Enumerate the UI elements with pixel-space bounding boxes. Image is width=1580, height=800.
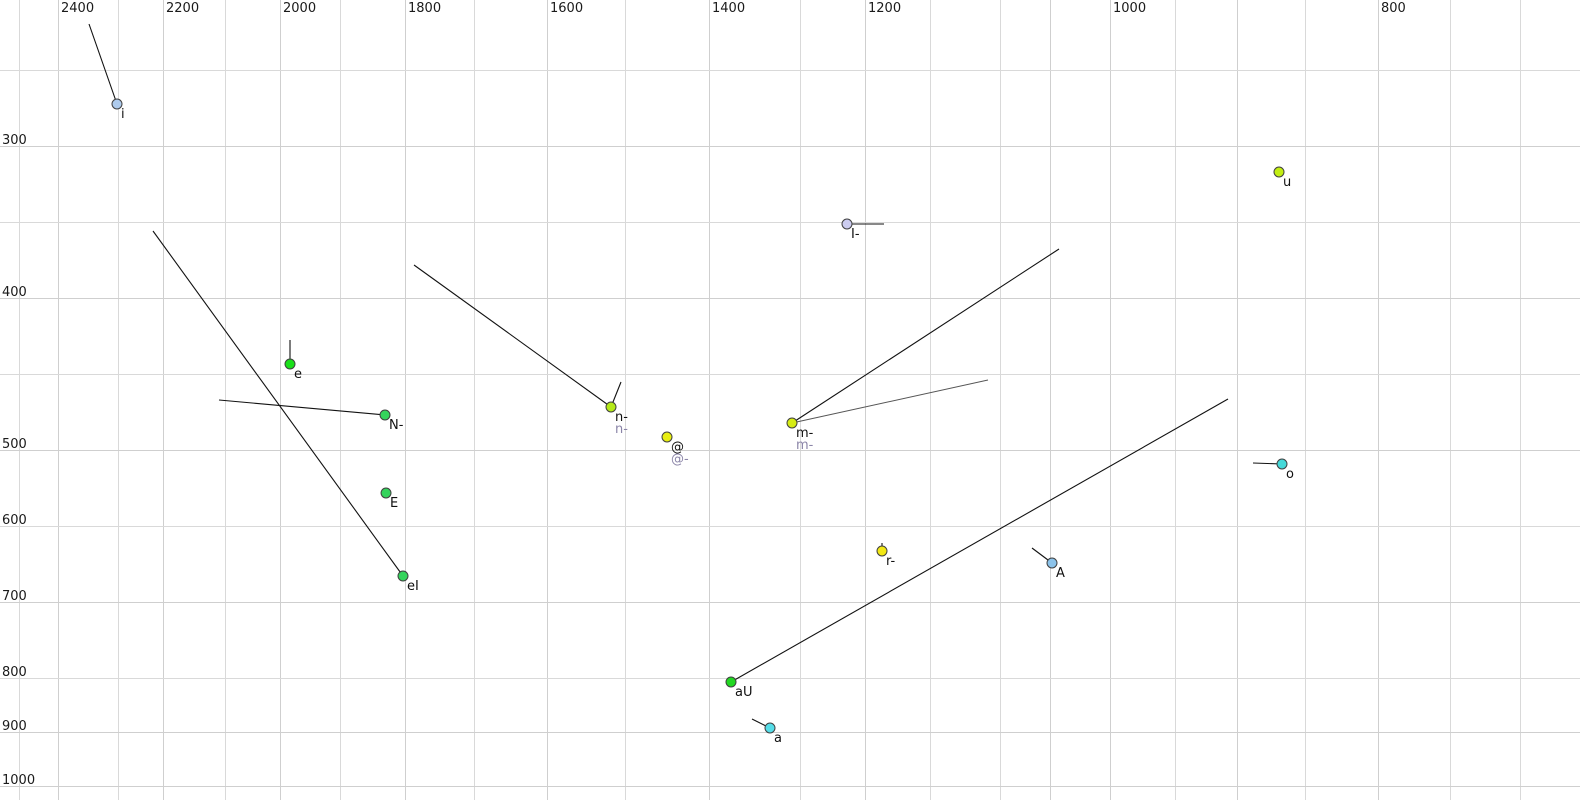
gridline-vertical — [1175, 0, 1176, 800]
x-axis-tick-label: 1400 — [712, 1, 746, 16]
trajectory-line — [152, 230, 404, 577]
gridline-horizontal — [0, 222, 1580, 223]
vowel-point-marker[interactable] — [397, 570, 409, 582]
gridline-vertical — [280, 0, 281, 800]
vowel-point-marker[interactable] — [379, 409, 391, 421]
trajectory-line — [88, 23, 118, 105]
gridline-vertical — [1110, 0, 1111, 800]
trajectory-line — [730, 398, 1229, 683]
trajectory-line — [413, 264, 612, 408]
gridline-horizontal — [0, 786, 1580, 787]
gridline-horizontal — [0, 450, 1580, 451]
y-axis-tick-label: 300 — [2, 133, 27, 148]
x-axis-tick-label: 2000 — [283, 1, 317, 16]
gridline-horizontal — [0, 374, 1580, 375]
x-axis-tick-label: 1000 — [1113, 1, 1147, 16]
gridline-vertical — [1378, 0, 1379, 800]
vowel-point-label: u — [1283, 175, 1292, 190]
gridline-vertical — [58, 0, 59, 800]
gridline-vertical — [865, 0, 866, 800]
vowel-point-marker[interactable] — [111, 98, 123, 110]
gridline-horizontal — [0, 602, 1580, 603]
y-axis-tick-label: 700 — [2, 589, 27, 604]
gridline-vertical — [625, 0, 626, 800]
gridline-vertical — [225, 0, 226, 800]
trajectory-line — [218, 399, 386, 416]
gridline-vertical — [340, 0, 341, 800]
vowel-point-label: n- — [615, 422, 628, 437]
vowel-point-label: n- — [615, 410, 628, 425]
x-axis-tick-label: 1200 — [868, 1, 902, 16]
gridline-vertical — [1305, 0, 1306, 800]
trajectory-line — [791, 248, 1060, 424]
vowel-point-marker[interactable] — [1276, 458, 1288, 470]
vowel-point-label: A — [1056, 566, 1065, 581]
vowel-point-marker[interactable] — [786, 417, 798, 429]
gridline-vertical — [1050, 0, 1051, 800]
y-axis-tick-label: 800 — [2, 665, 27, 680]
gridline-vertical — [800, 0, 801, 800]
vowel-point-label: N- — [389, 418, 404, 433]
y-axis-tick-label: 900 — [2, 719, 27, 734]
vowel-point-label: aU — [735, 685, 753, 700]
vowel-point-label: m- — [796, 438, 814, 453]
vowel-point-marker[interactable] — [1273, 166, 1285, 178]
gridline-horizontal — [0, 298, 1580, 299]
vowel-point-label: E — [390, 496, 399, 511]
vowel-point-label: eI — [407, 579, 419, 594]
vowel-point-marker[interactable] — [605, 401, 617, 413]
vowel-point-label: @ — [671, 440, 684, 455]
y-axis-tick-label: 1000 — [2, 773, 36, 788]
vowel-point-marker[interactable] — [876, 545, 888, 557]
gridline-vertical — [1520, 0, 1521, 800]
y-axis-tick-label: 500 — [2, 437, 27, 452]
x-axis-tick-label: 2400 — [61, 1, 95, 16]
vowel-point-marker[interactable] — [764, 722, 776, 734]
gridline-horizontal — [0, 146, 1580, 147]
x-axis-tick-label: 1800 — [408, 1, 442, 16]
vowel-point-marker[interactable] — [661, 431, 673, 443]
gridline-vertical — [1450, 0, 1451, 800]
trajectory-line — [791, 379, 989, 424]
vowel-point-label: m- — [796, 426, 814, 441]
gridline-vertical — [930, 0, 931, 800]
vowel-point-label: i — [121, 107, 125, 122]
y-axis-tick-label: 400 — [2, 285, 27, 300]
gridline-horizontal — [0, 678, 1580, 679]
gridline-horizontal — [0, 732, 1580, 733]
gridline-vertical — [474, 0, 475, 800]
x-axis-tick-label: 1600 — [550, 1, 584, 16]
vowel-point-label: o — [1286, 467, 1294, 482]
vowel-point-label: I- — [851, 227, 860, 242]
y-axis-tick-label: 600 — [2, 513, 27, 528]
x-axis-tick-label: 2200 — [166, 1, 200, 16]
vowel-point-marker[interactable] — [725, 676, 737, 688]
gridline-vertical — [709, 0, 710, 800]
vowel-point-marker[interactable] — [1046, 557, 1058, 569]
vowel-point-marker[interactable] — [841, 218, 853, 230]
vowel-point-label: e — [294, 367, 302, 382]
gridline-horizontal — [0, 70, 1580, 71]
vowel-point-label: @- — [671, 452, 689, 467]
vowel-point-marker[interactable] — [284, 358, 296, 370]
x-axis-tick-label: 800 — [1381, 1, 1406, 16]
gridline-horizontal — [0, 526, 1580, 527]
gridline-vertical — [163, 0, 164, 800]
vowel-point-marker[interactable] — [380, 487, 392, 499]
gridline-vertical — [1237, 0, 1238, 800]
vowel-point-label: r- — [886, 554, 896, 569]
gridline-vertical — [405, 0, 406, 800]
gridline-vertical — [118, 0, 119, 800]
vowel-point-label: a — [774, 731, 782, 746]
gridline-vertical — [547, 0, 548, 800]
gridline-vertical — [19, 0, 20, 800]
gridline-vertical — [1000, 0, 1001, 800]
